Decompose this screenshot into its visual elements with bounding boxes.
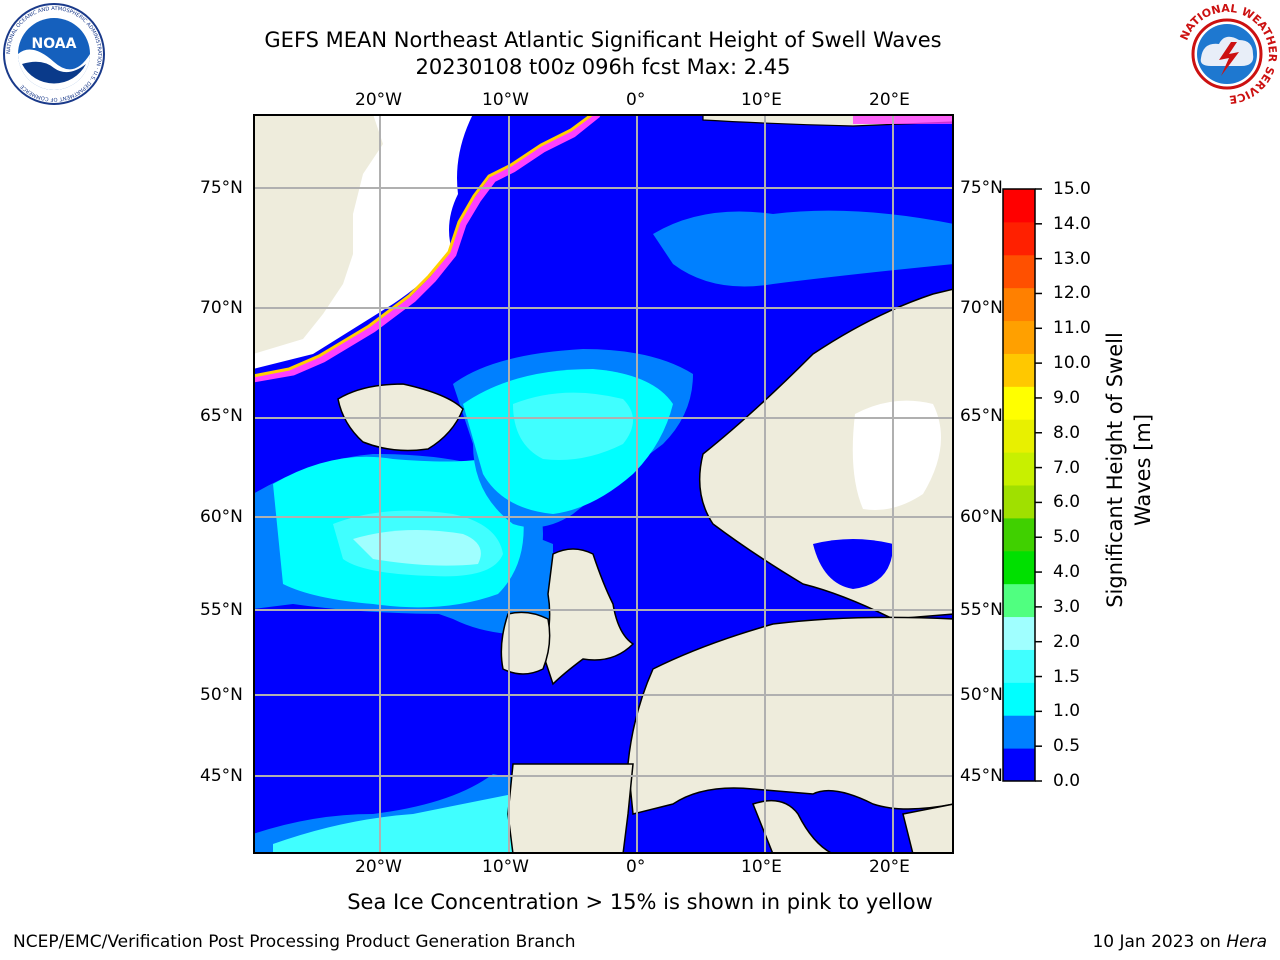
colorbar-band xyxy=(1003,386,1035,420)
lat-label-left: 55°N xyxy=(200,600,243,620)
map-plot xyxy=(253,114,954,854)
balkans xyxy=(902,803,954,854)
colorbar-band xyxy=(1003,452,1035,486)
lon-label-top: 20°E xyxy=(869,90,910,110)
lon-label-bottom: 20°W xyxy=(355,857,402,877)
colorbar xyxy=(1002,188,1042,782)
colorbar-band xyxy=(1003,517,1035,552)
lat-label-right: 55°N xyxy=(960,600,1003,620)
colorbar-band xyxy=(1003,748,1035,782)
lat-label-right: 70°N xyxy=(960,298,1003,318)
sea-ice-edge-yellow xyxy=(253,114,596,378)
sea-ice-svalbard xyxy=(853,114,954,124)
footer-right: 10 Jan 2023 on Hera xyxy=(1092,932,1267,952)
gulf-of-bothnia xyxy=(852,400,941,510)
lon-label-top: 0° xyxy=(626,90,646,110)
noaa-logo-text: NOAA xyxy=(32,36,77,52)
lat-label-right: 50°N xyxy=(960,685,1003,705)
colorbar-tick-label: 3.0 xyxy=(1053,596,1081,617)
lon-label-bottom: 20°E xyxy=(869,857,910,877)
colorbar-tick-label: 8.0 xyxy=(1053,422,1081,443)
baltic-sea xyxy=(813,539,893,589)
noaa-logo: NOAA NATIONAL OCEANIC AND ATMOSPHERIC AD… xyxy=(3,3,105,105)
colorbar-title: Significant Height of Swell Waves [m] xyxy=(1103,332,1155,608)
swell-band-2-5 xyxy=(353,530,481,566)
colorbar-band xyxy=(1003,649,1035,683)
colorbar-tick-label: 10.0 xyxy=(1053,353,1091,374)
ireland xyxy=(500,611,551,675)
chart-title: GEFS MEAN Northeast Atlantic Significant… xyxy=(264,28,942,52)
colorbar-band xyxy=(1003,419,1035,453)
colorbar-tick-label: 5.0 xyxy=(1053,527,1081,548)
colorbar-band xyxy=(1003,485,1035,519)
footer-host: Hera xyxy=(1226,932,1267,952)
colorbar-tick-label: 13.0 xyxy=(1053,248,1091,269)
chart-subtitle: 20230108 t00z 096h fcst Max: 2.45 xyxy=(415,55,791,79)
colorbar-tick-label: 15.0 xyxy=(1053,179,1091,199)
colorbar-tick-label: 11.0 xyxy=(1053,318,1091,339)
nws-logo: NATIONAL WEATHER SERVICE xyxy=(1177,2,1279,106)
continental-europe xyxy=(627,616,954,815)
colorbar-band xyxy=(1003,583,1035,618)
colorbar-band xyxy=(1003,254,1035,289)
colorbar-band xyxy=(1003,616,1035,650)
colorbar-tick-label: 12.0 xyxy=(1053,283,1091,304)
svg-text:Waves [m]: Waves [m] xyxy=(1131,414,1155,526)
lon-label-top: 10°E xyxy=(741,90,782,110)
colorbar-tick-label: 9.0 xyxy=(1053,387,1081,408)
sea-ice-note: Sea Ice Concentration > 15% is shown in … xyxy=(347,890,933,914)
map-frame xyxy=(253,114,954,854)
colorbar-tick-label: 6.0 xyxy=(1053,492,1081,513)
lon-label-bottom: 0° xyxy=(626,857,646,877)
svg-text:Significant Height of Swell: Significant Height of Swell xyxy=(1103,332,1127,608)
lat-label-right: 65°N xyxy=(960,406,1003,426)
gridlines xyxy=(253,114,954,854)
lon-label-top: 10°W xyxy=(482,90,529,110)
colorbar-tick-label: 4.0 xyxy=(1053,562,1081,583)
lon-label-bottom: 10°W xyxy=(482,857,529,877)
lat-label-right: 60°N xyxy=(960,507,1003,527)
lon-label-top: 20°W xyxy=(355,90,402,110)
colorbar-band xyxy=(1003,353,1035,387)
land-masses xyxy=(253,114,954,854)
colorbar-band xyxy=(1003,189,1035,223)
sea-ice-edge-pink xyxy=(253,114,601,383)
colorbar-band xyxy=(1003,682,1035,716)
colorbar-tick-label: 2.0 xyxy=(1053,631,1081,652)
lat-label-left: 75°N xyxy=(200,178,243,198)
colorbar-tick-label: 0.5 xyxy=(1053,736,1081,757)
lat-label-right: 45°N xyxy=(960,766,1003,786)
lat-label-left: 45°N xyxy=(200,766,243,786)
colorbar-band xyxy=(1003,715,1035,749)
lon-label-bottom: 10°E xyxy=(741,857,782,877)
lat-label-left: 60°N xyxy=(200,507,243,527)
colorbar-tick-label: 14.0 xyxy=(1053,213,1091,234)
colorbar-tick-label: 0.0 xyxy=(1053,771,1081,791)
lat-label-left: 50°N xyxy=(200,685,243,705)
colorbar-frame xyxy=(1002,188,1036,782)
colorbar-band xyxy=(1003,320,1035,354)
scandinavia xyxy=(698,288,954,620)
lat-label-left: 70°N xyxy=(200,298,243,318)
colorbar-band xyxy=(1003,550,1035,585)
lat-label-left: 65°N xyxy=(200,406,243,426)
lat-label-right: 75°N xyxy=(960,178,1003,198)
footer-left: NCEP/EMC/Verification Post Processing Pr… xyxy=(13,932,576,952)
colorbar-band xyxy=(1003,287,1035,322)
iberia xyxy=(507,763,634,854)
colorbar-band xyxy=(1003,221,1035,256)
colorbar-tick-label: 7.0 xyxy=(1053,457,1081,478)
swell-band-1-5-south xyxy=(273,794,518,854)
colorbar-tick-label: 1.0 xyxy=(1053,701,1081,722)
footer-date: 10 Jan 2023 on xyxy=(1092,932,1227,952)
colorbar-tick-label: 1.5 xyxy=(1053,666,1081,687)
